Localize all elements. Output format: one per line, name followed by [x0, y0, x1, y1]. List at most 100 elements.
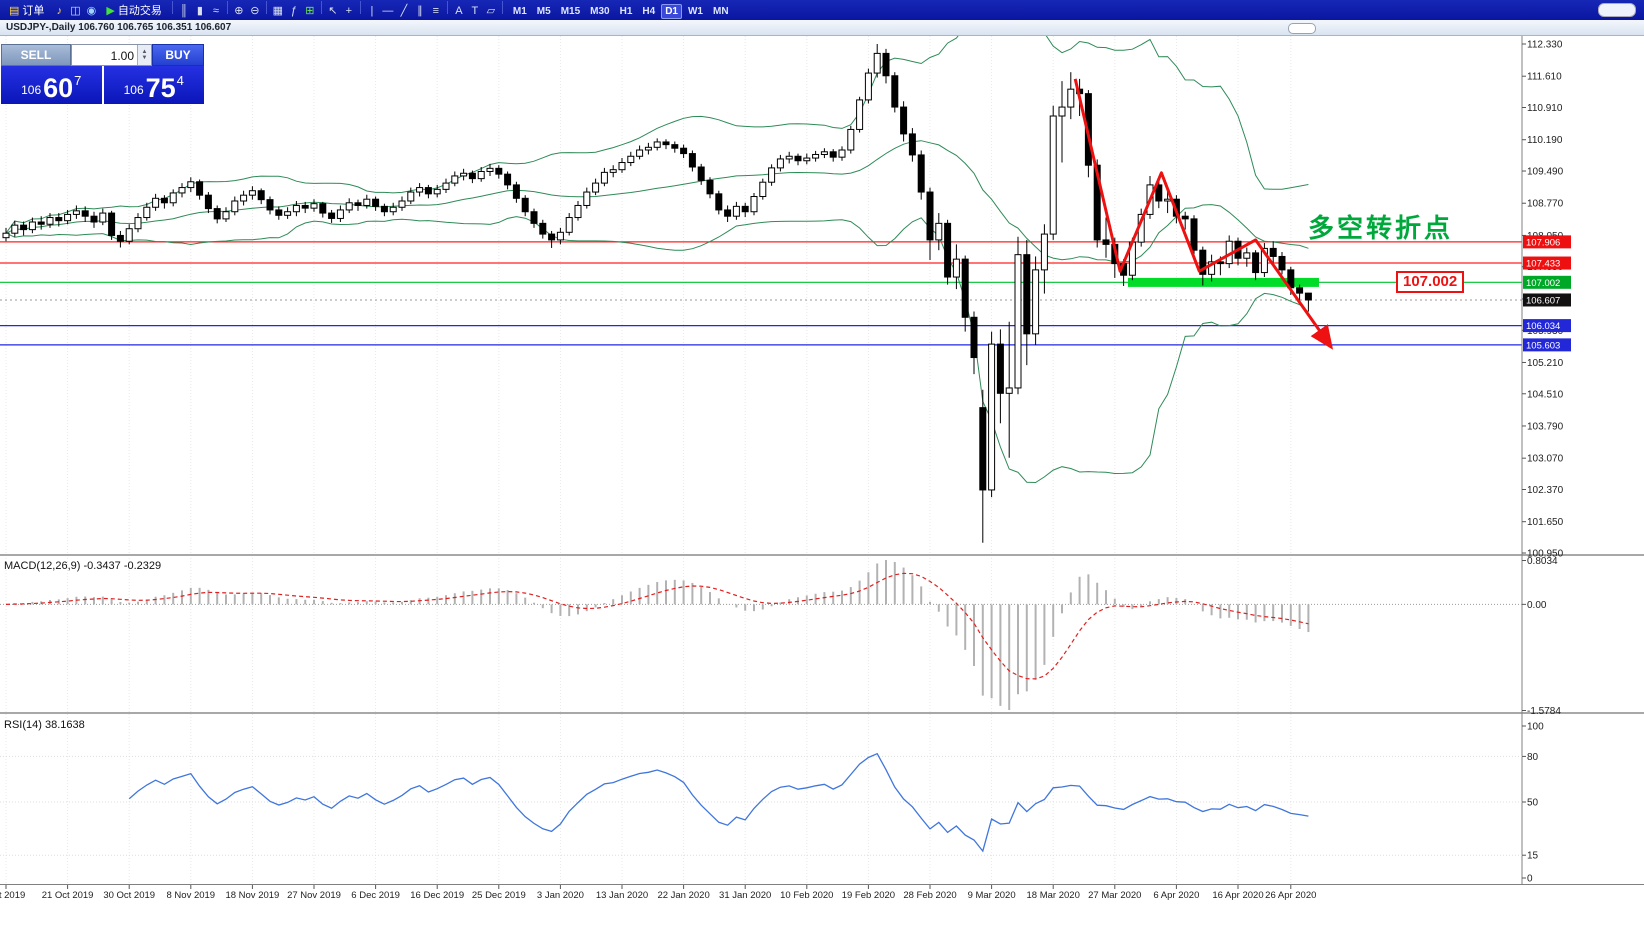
buy-price[interactable]: 106 75 4 [103, 66, 204, 104]
svg-text:27 Nov 2019: 27 Nov 2019 [287, 890, 341, 901]
timeframe-d1-button[interactable]: D1 [661, 4, 682, 19]
svg-text:80: 80 [1527, 752, 1539, 763]
svg-text:106.034: 106.034 [1526, 321, 1560, 332]
svg-text:22 Jan 2020: 22 Jan 2020 [657, 890, 709, 901]
macd-histogram [13, 560, 1310, 710]
fibonacci-icon[interactable]: ≡ [432, 4, 440, 17]
svg-text:3 Jan 2020: 3 Jan 2020 [537, 890, 584, 901]
one-click-trading-panel: SELL 1.00 ▲ ▼ BUY 106 60 7 106 75 4 [1, 44, 204, 104]
timeframe-mn-button[interactable]: MN [712, 6, 729, 17]
svg-text:103.070: 103.070 [1527, 454, 1564, 465]
autotrade-icon: ▶ [106, 4, 115, 17]
support-highlight-bar [1128, 277, 1319, 287]
svg-text:RSI(14) 38.1638: RSI(14) 38.1638 [4, 719, 85, 731]
app-window-controls[interactable] [1598, 3, 1636, 17]
shapes-icon[interactable]: ▱ [486, 4, 496, 17]
sell-price-big: 60 [43, 73, 74, 103]
svg-text:18 Mar 2020: 18 Mar 2020 [1027, 890, 1080, 901]
bollinger-upper [5, 0, 1309, 234]
line-chart-icon[interactable]: ≈ [212, 4, 219, 17]
volume-input[interactable]: 1.00 ▲ ▼ [71, 44, 152, 66]
toolbar-separator [359, 0, 361, 14]
trendline-icon[interactable]: ╱ [400, 4, 408, 17]
svg-text:104.510: 104.510 [1527, 389, 1564, 400]
tile-windows-icon[interactable]: ▦ [272, 4, 284, 17]
channel-icon[interactable]: ∥ [417, 4, 423, 17]
timeframe-m5-button[interactable]: M5 [536, 6, 551, 17]
toolbar-separator [226, 0, 228, 14]
orders-icon: ▤ [9, 4, 20, 17]
sell-price-pip: 7 [74, 73, 82, 88]
timeframe-h1-button[interactable]: H1 [619, 6, 633, 17]
volume-down-icon[interactable]: ▼ [141, 55, 148, 61]
turning-point-annotation: 多空转折点 [1308, 213, 1454, 243]
candles-layer [2, 44, 1312, 543]
svg-text:31 Jan 2020: 31 Jan 2020 [719, 890, 771, 901]
indicators-list-icon[interactable]: ƒ [290, 4, 297, 17]
new-chart-window-icon[interactable]: ◫ [70, 4, 81, 17]
label-icon[interactable]: T [471, 4, 479, 17]
svg-text:18 Nov 2019: 18 Nov 2019 [225, 890, 279, 901]
sell-price[interactable]: 106 60 7 [1, 66, 102, 104]
svg-text:108.770: 108.770 [1527, 199, 1564, 210]
trade-controls-row: SELL 1.00 ▲ ▼ BUY [1, 44, 204, 66]
toolbar-separator [501, 0, 503, 14]
svg-text:112.330: 112.330 [1527, 40, 1563, 51]
zoom-out-icon[interactable]: ⊖ [250, 4, 260, 17]
trade-prices-row: 106 60 7 106 75 4 [1, 66, 204, 104]
svg-text:106.607: 106.607 [1526, 295, 1560, 306]
timeframe-h4-button[interactable]: H4 [642, 6, 656, 17]
svg-text:101.650: 101.650 [1527, 517, 1564, 528]
chart-window-controls[interactable] [1288, 23, 1316, 34]
sound-icon[interactable]: ♪ [56, 4, 63, 17]
svg-text:21 Oct 2019: 21 Oct 2019 [42, 890, 94, 901]
orders-button[interactable]: ▤ 订单 [4, 1, 49, 19]
svg-text:107.433: 107.433 [1526, 259, 1560, 270]
zoom-in-icon[interactable]: ⊕ [234, 4, 244, 17]
autotrade-button-label: 自动交易 [117, 5, 162, 17]
text-icon[interactable]: A [455, 4, 463, 17]
svg-text:110.190: 110.190 [1527, 135, 1563, 146]
trend-zigzag-annotation [1073, 78, 1334, 350]
add-indicator-icon[interactable]: ⊞ [305, 4, 315, 17]
svg-text:50: 50 [1527, 798, 1539, 809]
volume-stepper[interactable]: ▲ ▼ [137, 45, 151, 65]
svg-text:30 Oct 2019: 30 Oct 2019 [103, 890, 155, 901]
svg-text:15: 15 [1527, 851, 1539, 862]
buy-price-prefix: 106 [123, 83, 144, 97]
profiles-icon[interactable]: ◉ [86, 4, 97, 17]
chart-window-titlebar[interactable]: USDJPY-,Daily 106.760 106.765 106.351 10… [0, 20, 1644, 36]
timeframe-m1-button[interactable]: M1 [512, 6, 527, 17]
cursor-icon[interactable]: ↖ [328, 4, 338, 17]
svg-text:26 Apr 2020: 26 Apr 2020 [1265, 890, 1316, 901]
buy-price-pip: 4 [176, 73, 184, 88]
chart-title: USDJPY-,Daily 106.760 106.765 106.351 10… [6, 22, 232, 33]
sell-button[interactable]: SELL [1, 44, 71, 66]
svg-text:13 Jan 2020: 13 Jan 2020 [596, 890, 648, 901]
svg-text:103.790: 103.790 [1527, 421, 1564, 432]
svg-text:Oct 2019: Oct 2019 [0, 890, 25, 901]
svg-text:6 Dec 2019: 6 Dec 2019 [351, 890, 400, 901]
candlestick-chart-icon[interactable]: ▮ [196, 4, 203, 17]
autotrade-button[interactable]: ▶ 自动交易 [101, 1, 166, 19]
bar-chart-icon[interactable]: ║ [179, 4, 188, 17]
timeframe-w1-button[interactable]: W1 [687, 6, 703, 17]
timeframe-m30-button[interactable]: M30 [590, 6, 610, 17]
svg-text:109.490: 109.490 [1527, 167, 1564, 178]
horizontal-line-icon[interactable]: — [382, 4, 394, 17]
crosshair-icon[interactable]: + [345, 4, 353, 17]
svg-text:25 Dec 2019: 25 Dec 2019 [472, 890, 526, 901]
buy-button[interactable]: BUY [152, 44, 204, 66]
toolbar-icon-group-left: ♪ ◫ ◉ [51, 1, 99, 20]
timeframe-m15-button[interactable]: M15 [560, 6, 581, 17]
svg-text:19 Feb 2020: 19 Feb 2020 [842, 890, 895, 901]
timeframe-button-group: M1 M5 M15 M30 H1 H4 D1 W1 MN [508, 1, 734, 19]
volume-value: 1.00 [110, 49, 134, 63]
svg-text:6 Apr 2020: 6 Apr 2020 [1153, 890, 1199, 901]
volume-up-icon[interactable]: ▲ [141, 49, 148, 55]
svg-text:107.906: 107.906 [1526, 237, 1560, 248]
vertical-line-icon[interactable]: | [370, 4, 374, 17]
macd-signal-line [5, 572, 1309, 680]
